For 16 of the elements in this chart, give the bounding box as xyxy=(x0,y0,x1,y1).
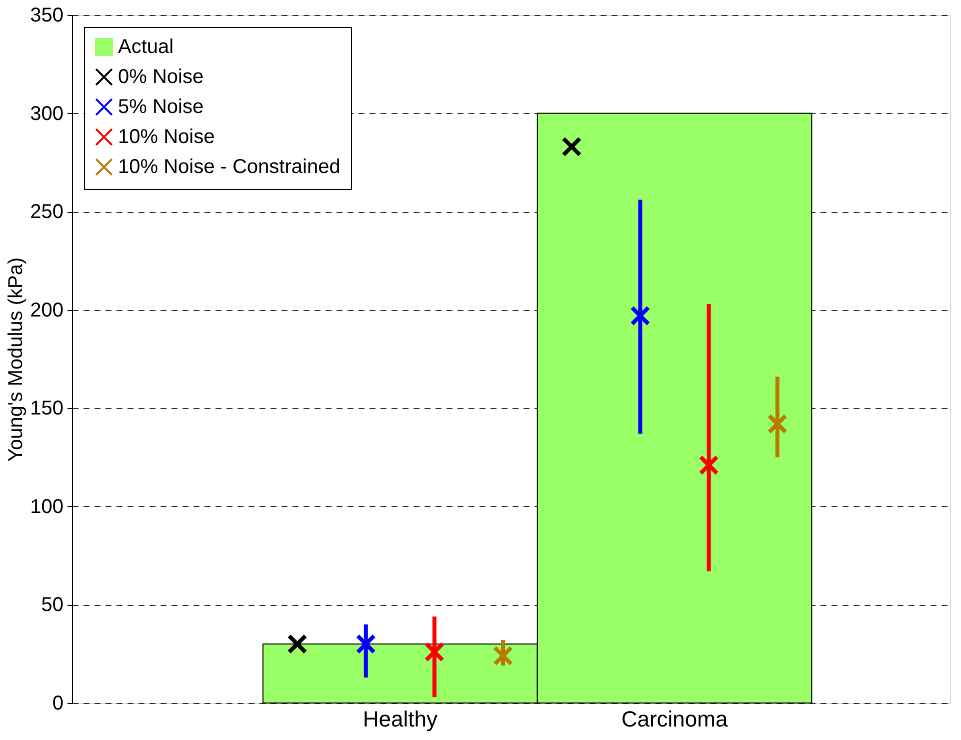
y-tick-label: 0 xyxy=(52,692,64,714)
legend-label: Actual xyxy=(118,36,174,58)
x-tick-label: Carcinoma xyxy=(621,706,728,732)
y-axis-title: Young's Modulus (kPa) xyxy=(5,257,28,462)
legend-label: 0% Noise xyxy=(118,66,204,88)
y-tick-label: 250 xyxy=(30,201,64,224)
y-tick-label: 300 xyxy=(30,102,64,125)
y-tick-label: 350 xyxy=(30,4,64,26)
y-tick-label: 150 xyxy=(30,398,64,420)
legend-label: 5% Noise xyxy=(118,96,204,118)
y-tick-label: 200 xyxy=(30,299,64,322)
x-tick-label: Healthy xyxy=(362,706,438,732)
legend-label: 10% Noise xyxy=(118,126,215,148)
y-tick-label: 100 xyxy=(30,496,64,518)
y-tick-label: 50 xyxy=(41,594,64,616)
legend-label: 10% Noise - Constrained xyxy=(118,156,340,178)
